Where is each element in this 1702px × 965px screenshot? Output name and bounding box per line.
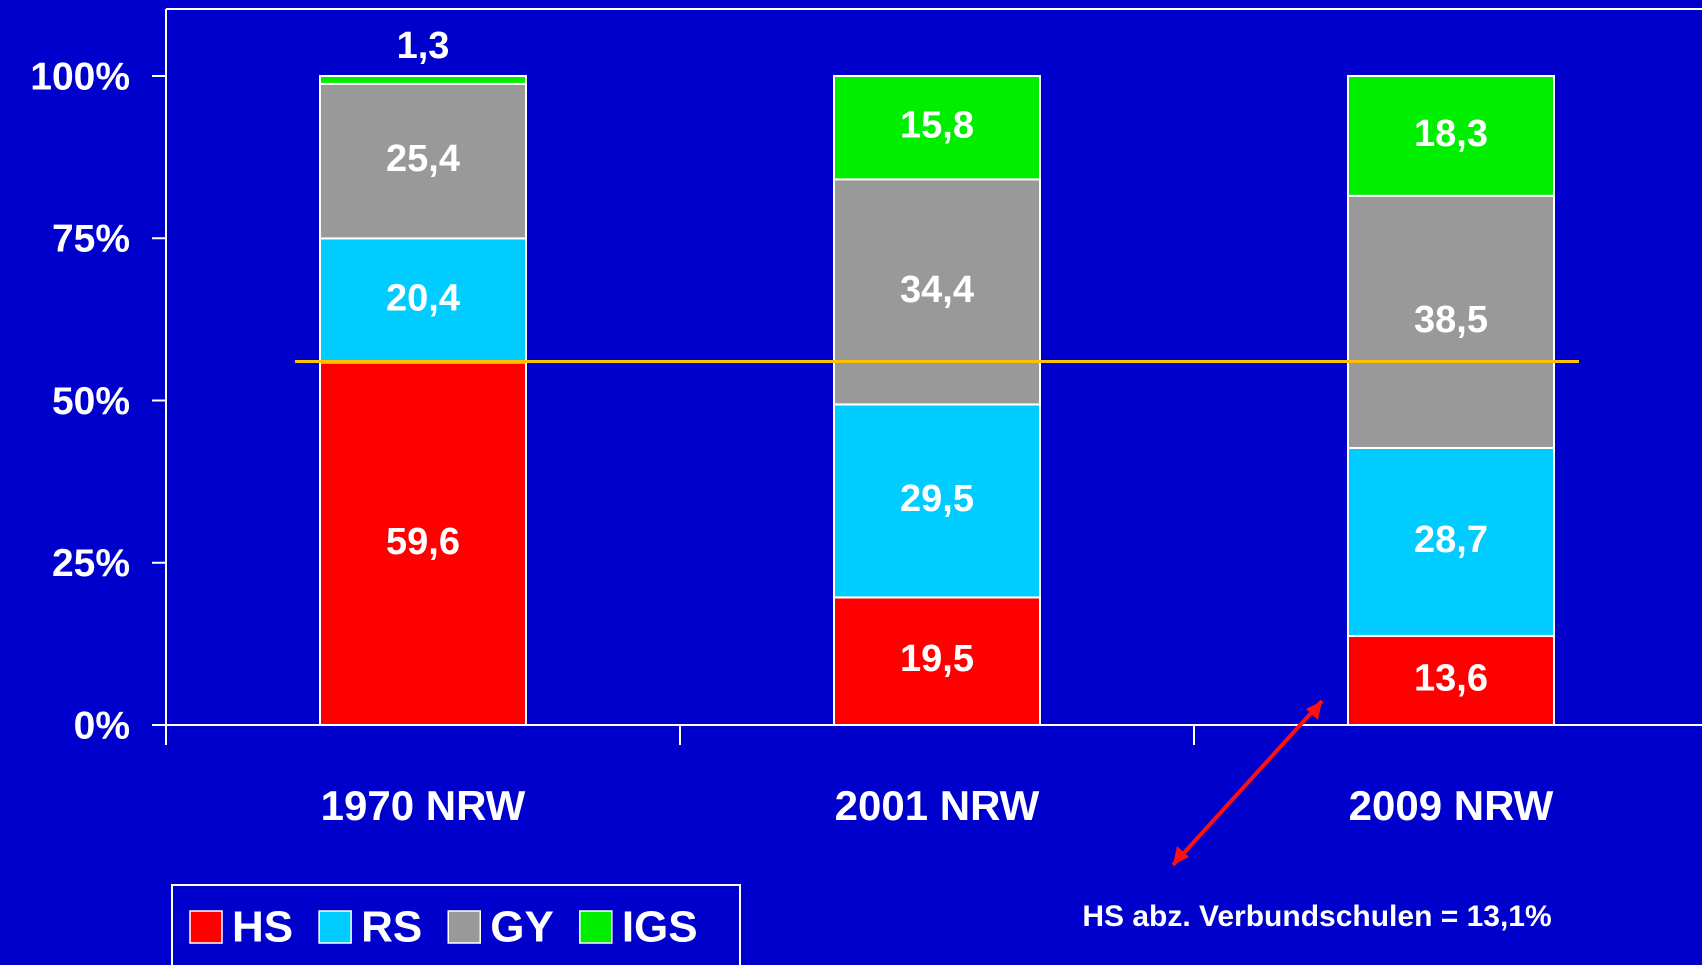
y-tick-label: 100%: [30, 55, 130, 98]
data-label: 29,5: [900, 478, 974, 520]
y-tick-label: 50%: [52, 380, 130, 423]
x-tick-label: 1970 NRW: [321, 782, 526, 829]
bar-segment: [319, 361, 527, 726]
x-tick-label: 2001 NRW: [835, 782, 1040, 829]
y-tick-label: 0%: [74, 704, 130, 747]
y-tick-label: 75%: [52, 218, 130, 261]
x-tick-label: 2009 NRW: [1349, 782, 1554, 829]
bar-segment: [833, 75, 1041, 181]
annotation-arrow: [1171, 699, 1324, 867]
arrow-head: [1306, 701, 1322, 720]
data-label: 18,3: [1414, 113, 1488, 155]
legend-box: [171, 884, 741, 965]
data-label: 1,3: [397, 25, 450, 67]
bar-segment: [833, 596, 1041, 726]
arrow-head: [1173, 846, 1189, 865]
bar-segment: [319, 237, 527, 364]
annotation: HS abz. Verbundschulen = 13,1%: [1082, 900, 1551, 933]
legend-swatch: [447, 910, 481, 944]
data-label: 15,8: [900, 105, 974, 147]
bar-segment: [1347, 75, 1555, 197]
bar-segment: [1347, 194, 1555, 449]
data-label: 25,4: [386, 138, 460, 180]
data-label: 13,6: [1414, 657, 1488, 699]
data-label: 34,4: [900, 269, 974, 311]
data-label: 28,7: [1414, 519, 1488, 561]
data-label: 38,5: [1414, 299, 1488, 341]
legend-swatch: [318, 910, 352, 944]
legend-swatch: [189, 910, 223, 944]
legend-label: HS: [232, 903, 293, 952]
bar-segment: [319, 75, 527, 85]
data-label: 20,4: [386, 277, 460, 319]
legend-label: IGS: [622, 903, 698, 952]
bar-segment: [1347, 446, 1555, 637]
bar-segment: [319, 82, 527, 240]
legend-label: GY: [490, 903, 554, 952]
bar-segment: [833, 403, 1041, 599]
bar-segment: [833, 178, 1041, 406]
y-tick-label: 25%: [52, 542, 130, 585]
legend-label: RS: [361, 903, 422, 952]
data-label: 59,6: [386, 521, 460, 563]
data-label: 19,5: [900, 638, 974, 680]
bar-segment: [1347, 634, 1555, 726]
legend-swatch: [579, 910, 613, 944]
